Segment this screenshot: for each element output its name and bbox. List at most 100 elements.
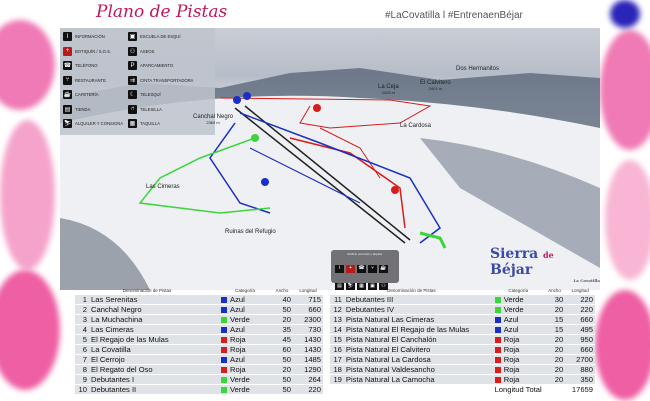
run-name: La Covatilla bbox=[89, 344, 219, 356]
legend-label: Aparcamiento bbox=[140, 63, 174, 68]
run-width: 20 bbox=[543, 304, 566, 316]
toilets-icon: ⚇ bbox=[128, 46, 137, 56]
table-row: 10 Debutantes II Verde 50 220 bbox=[75, 384, 323, 396]
run-length: 495 bbox=[565, 324, 595, 336]
green-run bbox=[419, 231, 447, 249]
legend-label: Alquiler y consigna bbox=[75, 121, 124, 126]
run-number: 15 bbox=[330, 334, 344, 346]
run-name: Las Serenitas bbox=[89, 295, 219, 306]
ski-lift-icon: ☾ bbox=[128, 90, 137, 99]
table-row: 2 Canchal Negro Azul 50 660 bbox=[75, 304, 323, 316]
run-width: 20 bbox=[543, 334, 566, 346]
run-number: 4 bbox=[75, 324, 89, 336]
table-row: 11 Debutantes III Verde 30 220 bbox=[330, 295, 595, 306]
run-category: Verde bbox=[230, 375, 250, 385]
run-name: Pista Natural El Calvitero bbox=[343, 344, 493, 356]
ski-school-icon: ▣ bbox=[368, 283, 377, 290]
conveyor-icon: ⇉ bbox=[128, 75, 137, 85]
run-category: Roja bbox=[230, 345, 246, 355]
table-row: 4 Las Cimeras Azul 35 730 bbox=[75, 324, 323, 336]
run-width: 15 bbox=[543, 324, 566, 336]
run-category: Roja bbox=[230, 335, 246, 345]
place-las-cimeras: Las Cimeras bbox=[146, 184, 180, 190]
category-color-swatch bbox=[494, 327, 501, 334]
run-name: Las Cimeras bbox=[89, 324, 219, 336]
category-color-swatch bbox=[221, 297, 227, 304]
run-name: El Regajo de las Mulas bbox=[89, 334, 219, 346]
category-color-swatch bbox=[221, 307, 227, 314]
run-length: 715 bbox=[293, 295, 323, 306]
red-run bbox=[219, 97, 432, 129]
table-row: 1 Las Serenitas Azul 40 715 bbox=[75, 295, 323, 306]
decor-splash bbox=[0, 120, 55, 270]
blue-run bbox=[209, 122, 271, 214]
legend-label: Telesilla bbox=[140, 106, 162, 112]
place-ruinas-del-refugio: Ruinas del Refugio bbox=[225, 229, 276, 235]
runs-table: Denominación de Pistas Categoría Ancho Long… bbox=[65, 286, 595, 399]
sierra-de-bejar-logo: Sierra de Béjar La Covatilla bbox=[490, 246, 600, 283]
first-aid-icon: + bbox=[63, 46, 72, 56]
run-width: 50 bbox=[271, 374, 293, 386]
legend-panel: i Información ▣ Escuela de esquí + Botiquín /… bbox=[60, 28, 215, 135]
run-name: Debutantes I bbox=[89, 374, 219, 386]
run-length: 660 bbox=[565, 314, 595, 326]
category-color-swatch bbox=[221, 347, 227, 354]
category-color-swatch bbox=[494, 317, 501, 324]
run-length: 1430 bbox=[293, 344, 323, 356]
table-row: 13 Pista Natural Las Cimeras Azul 15 660 bbox=[330, 314, 595, 326]
run-category: Verde bbox=[503, 295, 524, 305]
chairlift-line bbox=[234, 107, 406, 244]
run-number: 1 bbox=[75, 295, 89, 306]
restaurant-icon: ⑂ bbox=[63, 75, 72, 85]
run-name: El Cerrojo bbox=[89, 354, 219, 366]
rental-icon: ⛷ bbox=[346, 283, 355, 290]
blue-run bbox=[249, 147, 361, 204]
run-number: 18 bbox=[330, 364, 344, 376]
legend-item: ▤ Tienda bbox=[63, 104, 90, 114]
run-length: 264 bbox=[293, 374, 323, 386]
run-name: Pista Natural La Cardosa bbox=[343, 354, 493, 366]
legend-label: Taquilla bbox=[140, 121, 160, 126]
category-color-swatch bbox=[494, 357, 501, 364]
run-number: 13 bbox=[330, 314, 344, 326]
services-title: Edificio servicios y alquiler bbox=[347, 252, 383, 256]
ticket-office-icon: ▦ bbox=[357, 283, 366, 290]
page-title: Plano de Pistas bbox=[96, 2, 228, 22]
category-color-swatch bbox=[221, 387, 227, 394]
rock-area bbox=[420, 138, 600, 268]
legend-item: P Aparcamiento bbox=[128, 61, 173, 70]
run-category: Azul bbox=[230, 325, 245, 335]
run-length: 660 bbox=[293, 304, 323, 316]
legend-label: Información bbox=[75, 34, 105, 39]
terrain-and-runs bbox=[60, 68, 600, 290]
legend-label: Botiquín / S.O.S. bbox=[75, 48, 112, 54]
run-width: 20 bbox=[543, 344, 566, 356]
legend-label: Cafetería bbox=[75, 92, 99, 97]
info-icon: i bbox=[335, 265, 344, 273]
table-header: Denominación de Pistas Categoría Ancho Long… bbox=[75, 286, 323, 295]
run-category: Azul bbox=[230, 355, 245, 365]
header-length: Longitud bbox=[299, 288, 317, 293]
header-width: Ancho bbox=[548, 288, 561, 293]
run-category: Verde bbox=[230, 385, 250, 395]
run-category: Roja bbox=[503, 365, 520, 375]
run-number: 16 bbox=[330, 344, 344, 356]
category-color-swatch bbox=[221, 317, 227, 324]
run-name: El Regato del Oso bbox=[89, 364, 219, 376]
run-number: 7 bbox=[75, 354, 89, 366]
run-width: 40 bbox=[271, 295, 293, 306]
run-category: Roja bbox=[230, 365, 246, 375]
run-name: Debutantes III bbox=[343, 295, 493, 306]
runs-table-section: Denominación de Pistas Categoría Ancho Long… bbox=[330, 286, 595, 396]
run-category: Azul bbox=[503, 315, 519, 325]
run-length: 2700 bbox=[565, 354, 595, 366]
chairlift-line bbox=[244, 105, 411, 241]
run-marker-13 bbox=[261, 178, 269, 186]
chairlift-icon: ⑁ bbox=[128, 104, 137, 114]
rock-area bbox=[60, 218, 150, 290]
run-width: 45 bbox=[271, 334, 293, 346]
run-category: Azul bbox=[230, 305, 245, 315]
restaurant-icon: ⑂ bbox=[368, 265, 377, 273]
ticket-office-icon: ▦ bbox=[128, 119, 137, 128]
rental-icon: ⛷ bbox=[63, 119, 72, 128]
